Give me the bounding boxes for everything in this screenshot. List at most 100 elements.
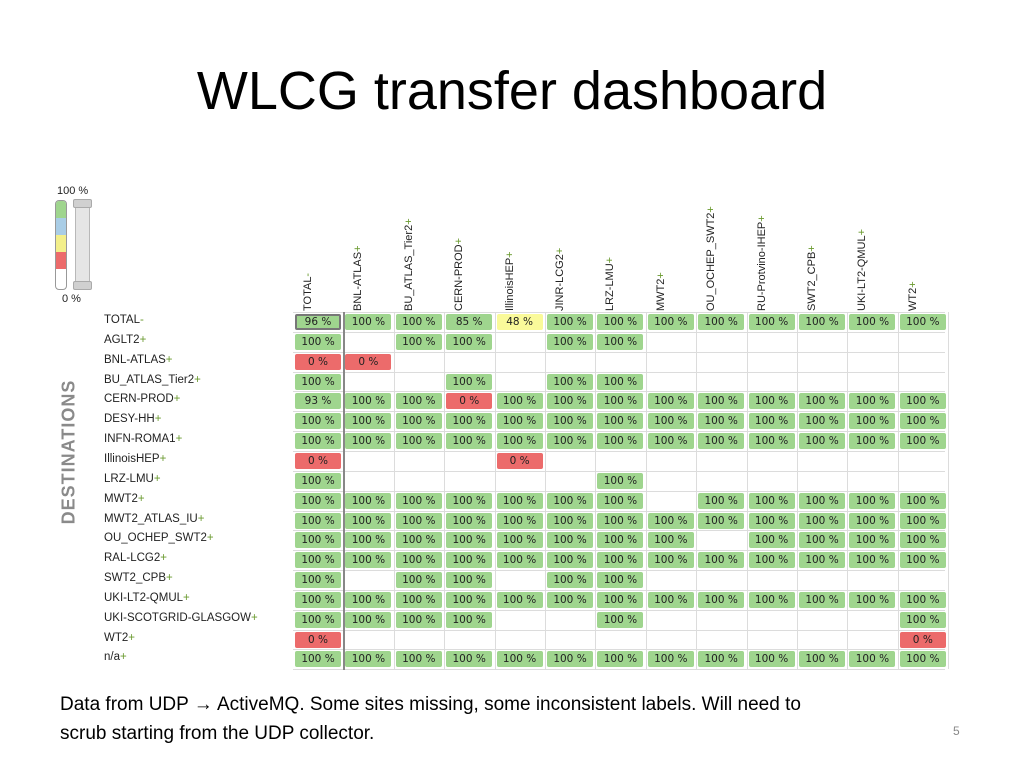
- transfer-cell[interactable]: 100 %: [345, 492, 392, 509]
- transfer-cell[interactable]: 100 %: [849, 393, 896, 410]
- transfer-cell[interactable]: 100 %: [698, 591, 745, 608]
- transfer-cell[interactable]: 100 %: [547, 413, 593, 430]
- transfer-cell[interactable]: 100 %: [899, 314, 946, 330]
- transfer-cell[interactable]: 100 %: [597, 472, 644, 489]
- transfer-cell[interactable]: 100 %: [446, 651, 493, 668]
- expand-toggle[interactable]: +: [856, 228, 869, 236]
- transfer-cell[interactable]: 100 %: [748, 651, 795, 668]
- collapse-toggle[interactable]: -: [302, 272, 314, 277]
- expand-toggle[interactable]: +: [154, 413, 162, 426]
- row-label-bnl-atlas[interactable]: BNL-ATLAS+: [104, 354, 173, 366]
- transfer-cell[interactable]: 100 %: [547, 373, 593, 390]
- transfer-cell[interactable]: 100 %: [799, 413, 845, 430]
- transfer-cell[interactable]: 100 %: [849, 552, 896, 569]
- transfer-cell[interactable]: 100 %: [345, 611, 392, 628]
- transfer-cell[interactable]: 100 %: [748, 314, 795, 330]
- transfer-cell[interactable]: 100 %: [899, 552, 946, 569]
- transfer-cell[interactable]: 100 %: [496, 651, 543, 668]
- expand-toggle[interactable]: +: [197, 512, 205, 525]
- transfer-cell[interactable]: 100 %: [547, 591, 593, 608]
- transfer-cell[interactable]: 100 %: [345, 591, 392, 608]
- transfer-cell[interactable]: 100 %: [295, 433, 341, 450]
- row-label-illinoishep[interactable]: IllinoisHEP+: [104, 453, 166, 465]
- transfer-cell[interactable]: 100 %: [748, 492, 795, 509]
- transfer-cell[interactable]: 100 %: [547, 333, 593, 350]
- row-label-swt2_cpb[interactable]: SWT2_CPB+: [104, 572, 173, 584]
- transfer-cell[interactable]: 100 %: [395, 314, 442, 330]
- transfer-cell[interactable]: 100 %: [395, 651, 442, 668]
- transfer-cell[interactable]: 100 %: [446, 413, 493, 430]
- transfer-cell[interactable]: 100 %: [395, 413, 442, 430]
- transfer-cell[interactable]: 100 %: [899, 532, 946, 549]
- transfer-cell[interactable]: 100 %: [496, 552, 543, 569]
- transfer-cell[interactable]: 100 %: [748, 433, 795, 450]
- transfer-cell[interactable]: 100 %: [799, 552, 845, 569]
- transfer-cell[interactable]: 100 %: [849, 413, 896, 430]
- expand-toggle[interactable]: +: [654, 272, 667, 279]
- transfer-cell[interactable]: 100 %: [698, 492, 745, 509]
- transfer-cell[interactable]: 100 %: [597, 532, 644, 549]
- transfer-cell[interactable]: 100 %: [547, 393, 593, 410]
- expand-toggle[interactable]: +: [166, 572, 173, 585]
- row-label-desy-hh[interactable]: DESY-HH+: [104, 413, 161, 425]
- transfer-cell[interactable]: 100 %: [899, 433, 946, 450]
- expand-toggle[interactable]: +: [554, 247, 566, 255]
- transfer-cell[interactable]: 100 %: [345, 512, 392, 529]
- transfer-cell[interactable]: 100 %: [799, 651, 845, 668]
- transfer-cell[interactable]: 100 %: [547, 314, 593, 330]
- transfer-cell[interactable]: 100 %: [698, 512, 745, 529]
- transfer-cell[interactable]: 100 %: [345, 393, 392, 410]
- transfer-cell[interactable]: 100 %: [748, 512, 795, 529]
- transfer-cell[interactable]: 100 %: [446, 611, 493, 628]
- transfer-cell[interactable]: 100 %: [799, 532, 845, 549]
- transfer-cell[interactable]: 100 %: [849, 433, 896, 450]
- transfer-cell[interactable]: 100 %: [899, 492, 946, 509]
- transfer-cell[interactable]: 85 %: [446, 314, 493, 330]
- transfer-cell[interactable]: 0 %: [496, 452, 543, 469]
- expand-toggle[interactable]: +: [159, 452, 167, 465]
- transfer-cell[interactable]: 100 %: [698, 393, 745, 410]
- expand-toggle[interactable]: +: [194, 373, 201, 386]
- transfer-cell[interactable]: 100 %: [395, 433, 442, 450]
- transfer-cell[interactable]: 100 %: [597, 413, 644, 430]
- transfer-cell[interactable]: 100 %: [748, 393, 795, 410]
- transfer-cell[interactable]: 100 %: [295, 413, 341, 430]
- transfer-cell[interactable]: 100 %: [698, 433, 745, 450]
- row-label-wt2[interactable]: WT2+: [104, 632, 135, 644]
- transfer-cell[interactable]: 100 %: [748, 413, 795, 430]
- transfer-cell[interactable]: 100 %: [496, 433, 543, 450]
- transfer-cell[interactable]: 100 %: [597, 651, 644, 668]
- transfer-cell[interactable]: 100 %: [295, 532, 341, 549]
- legend-slider-top-handle[interactable]: [73, 199, 92, 208]
- transfer-cell[interactable]: 100 %: [849, 492, 896, 509]
- transfer-cell[interactable]: 100 %: [446, 512, 493, 529]
- transfer-cell[interactable]: 100 %: [748, 591, 795, 608]
- transfer-cell[interactable]: 100 %: [597, 512, 644, 529]
- transfer-cell[interactable]: 100 %: [295, 611, 341, 628]
- row-label-cern-prod[interactable]: CERN-PROD+: [104, 393, 180, 405]
- expand-toggle[interactable]: +: [705, 206, 718, 213]
- transfer-cell[interactable]: 100 %: [395, 333, 442, 350]
- transfer-cell[interactable]: 100 %: [698, 651, 745, 668]
- transfer-cell[interactable]: 100 %: [446, 333, 493, 350]
- transfer-cell[interactable]: 100 %: [597, 373, 644, 390]
- expand-toggle[interactable]: +: [352, 245, 365, 252]
- transfer-cell[interactable]: 100 %: [597, 591, 644, 608]
- transfer-cell[interactable]: 100 %: [395, 591, 442, 608]
- transfer-cell[interactable]: 100 %: [647, 393, 694, 410]
- row-label-uki-scotgrid-glasgow[interactable]: UKI-SCOTGRID-GLASGOW+: [104, 612, 258, 624]
- expand-toggle[interactable]: +: [402, 218, 415, 225]
- transfer-cell[interactable]: 100 %: [849, 591, 896, 608]
- transfer-cell[interactable]: 0 %: [295, 452, 341, 469]
- transfer-cell[interactable]: 100 %: [395, 492, 442, 509]
- transfer-cell[interactable]: 100 %: [295, 512, 341, 529]
- transfer-cell[interactable]: 100 %: [899, 393, 946, 410]
- transfer-cell[interactable]: 100 %: [849, 512, 896, 529]
- transfer-cell[interactable]: 100 %: [295, 572, 341, 589]
- expand-toggle[interactable]: +: [906, 281, 919, 288]
- transfer-cell[interactable]: 100 %: [295, 492, 341, 509]
- transfer-cell[interactable]: 100 %: [799, 314, 845, 330]
- transfer-cell[interactable]: 100 %: [899, 413, 946, 430]
- transfer-cell[interactable]: 100 %: [395, 393, 442, 410]
- transfer-cell[interactable]: 93 %: [295, 393, 341, 410]
